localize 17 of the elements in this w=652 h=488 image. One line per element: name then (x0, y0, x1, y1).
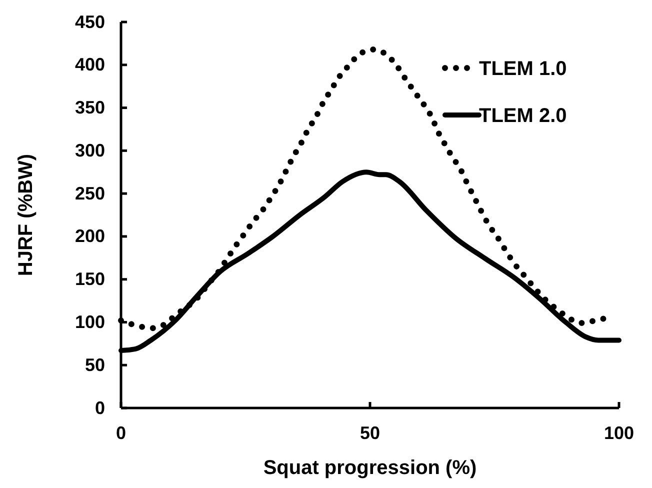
y-tick-label: 300 (74, 140, 105, 160)
y-tick-label: 200 (74, 226, 105, 246)
legend-label: TLEM 2.0 (479, 105, 567, 127)
y-tick-label: 150 (74, 269, 105, 290)
y-tick-label: 0 (94, 398, 105, 418)
x-tick-label: 100 (604, 422, 634, 443)
y-tick-label: 250 (74, 183, 105, 204)
legend-label: TLEM 1.0 (479, 58, 567, 80)
y-tick-label: 450 (74, 12, 105, 32)
y-axis-title: HJRF (%BW) (15, 154, 37, 276)
y-tick-label: 100 (74, 312, 105, 332)
x-tick-label: 0 (116, 422, 126, 443)
y-tick-label: 50 (84, 354, 105, 375)
x-tick-label: 50 (360, 422, 380, 443)
y-tick-label: 400 (74, 54, 105, 75)
y-tick-label: 350 (74, 98, 105, 118)
x-axis-title: Squat progression (%) (263, 457, 477, 479)
